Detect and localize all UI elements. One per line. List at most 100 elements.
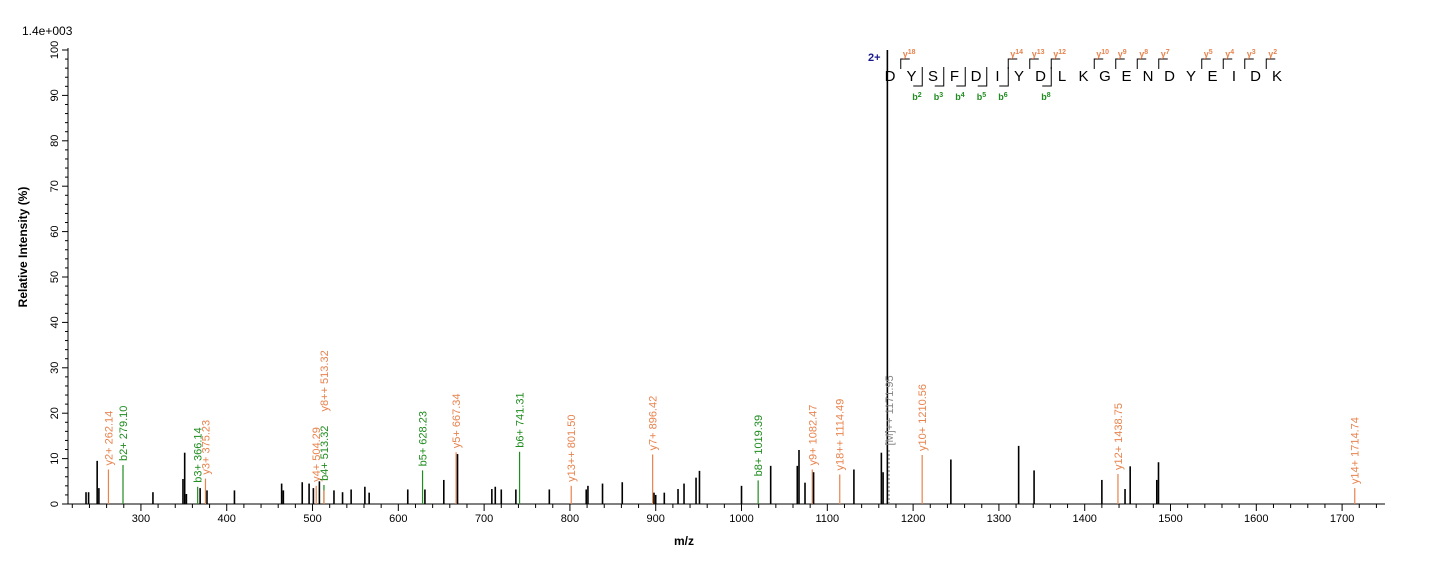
peak-label: y7+ 896.42 <box>648 396 660 451</box>
peak-label: y8++ 513.32 <box>319 350 331 411</box>
b-ion-number: 5 <box>982 92 986 99</box>
y-tick-label: 30 <box>49 362 61 374</box>
y-ion-marker: y14 <box>1010 49 1023 59</box>
b-ion-letter: b <box>955 92 961 102</box>
y-ion-number: 7 <box>1166 49 1170 56</box>
sequence-residue: D <box>1035 68 1046 85</box>
y-ion-bracket <box>1265 58 1276 69</box>
x-tick-label: 1400 <box>1072 513 1096 525</box>
y-ion-marker: y13 <box>1032 49 1045 59</box>
y-ion-letter: y <box>903 49 908 59</box>
b-ion-letter: b <box>977 92 983 102</box>
y-tick-label: 50 <box>49 271 61 283</box>
y-ion-bracket <box>1050 58 1061 69</box>
sequence-residue: E <box>1207 68 1217 85</box>
y-ion-bracket <box>1007 58 1018 69</box>
x-tick-label: 600 <box>389 513 407 525</box>
b-ion-letter: b <box>998 92 1004 102</box>
x-tick-label: 900 <box>647 513 665 525</box>
y-ion-marker: y12 <box>1053 49 1066 59</box>
y-axis: 0 10 20 30 40 50 60 70 80 90 100 <box>49 41 69 507</box>
b-ion-bracket <box>1042 67 1052 87</box>
peak-label: y3+ 375.23 <box>200 420 212 475</box>
y-ion-bracket <box>1158 58 1168 69</box>
sequence-residue: F <box>950 68 959 85</box>
x-tick-label: 1000 <box>729 513 753 525</box>
peak-label: y10+ 1210.56 <box>917 384 929 451</box>
x-tick-label: 1300 <box>987 513 1011 525</box>
peak-label: b2+ 279.10 <box>118 406 130 461</box>
sequence-residue: I <box>1232 68 1236 85</box>
y-ion-letter: y <box>1010 49 1015 59</box>
y-ion-bracket <box>1115 58 1125 69</box>
x-tick-label: 1100 <box>815 513 839 525</box>
peak-label: y4+ 504.29 <box>311 427 323 482</box>
y-ion-letter: y <box>1268 49 1273 59</box>
y-ion-letter: y <box>1053 49 1058 59</box>
peaks-layer <box>85 50 1356 504</box>
peak-label: b8+ 1019.39 <box>753 415 765 476</box>
x-tick-label: 1500 <box>1158 513 1182 525</box>
y-ion-marker: y8 <box>1139 49 1148 59</box>
y-ion-letter: y <box>1118 49 1123 59</box>
y-ion-number: 9 <box>1123 49 1127 56</box>
y-ion-marker: y2 <box>1268 49 1277 59</box>
y-ion-marker: y18 <box>903 49 916 59</box>
b-ion-bracket <box>999 67 1009 87</box>
b-ion-bracket <box>934 67 945 87</box>
y-tick-label: 90 <box>49 89 61 101</box>
x-tick-label: 500 <box>303 513 321 525</box>
y-ion-marker: y7 <box>1161 49 1170 59</box>
peak-label: y13++ 801.50 <box>566 415 578 482</box>
y-tick-label: 80 <box>49 135 61 147</box>
y-ion-bracket <box>1029 58 1039 69</box>
b-ion-number: 4 <box>961 92 965 99</box>
peak-label: b3+ 366.14 <box>193 427 205 482</box>
y-ion-letter: y <box>1032 49 1037 59</box>
sequence-residue: K <box>1078 68 1088 85</box>
peak-label: y9+ 1082.47 <box>807 405 819 466</box>
peak-label: y18++ 1114.49 <box>835 399 847 471</box>
y-tick-label: 0 <box>49 501 61 507</box>
y-ion-number: 12 <box>1058 49 1066 56</box>
sequence-residue: Y <box>1186 68 1196 85</box>
y-ion-letter: y <box>1204 49 1209 59</box>
y-ion-number: 3 <box>1252 49 1256 56</box>
charge-state-label: 2+ <box>868 52 881 64</box>
b-ion-marker: b6 <box>998 92 1008 102</box>
y-ion-number: 8 <box>1144 49 1148 56</box>
peak-label: b5+ 628.23 <box>418 411 430 466</box>
peak-label: [M]++ 1171.95 <box>884 375 896 445</box>
peak-label: b6+ 741.31 <box>515 392 527 447</box>
y-ion-letter: y <box>1139 49 1144 59</box>
y-ion-bracket <box>1201 58 1211 69</box>
y-ion-letter: y <box>1247 49 1252 59</box>
sequence-residue: D <box>1250 68 1261 85</box>
sequence-residue: E <box>1121 68 1131 85</box>
sequence-residue: D <box>1164 68 1175 85</box>
b-ion-number: 2 <box>918 92 922 99</box>
y-ion-number: 4 <box>1230 49 1234 56</box>
y-tick-label: 100 <box>49 41 61 59</box>
x-axis: 300 400 500 600 700 800 900 1000 1100 1200 1300 140… <box>68 503 1385 525</box>
b-ion-marker: b2 <box>912 92 922 102</box>
sequence-residue: D <box>971 68 982 85</box>
y-tick-label: 20 <box>49 407 61 419</box>
y-ion-bracket <box>1136 58 1147 69</box>
y-tick-label: 10 <box>49 452 61 464</box>
b-ion-marker: b3 <box>934 92 944 102</box>
sequence-residue: Y <box>1014 68 1024 85</box>
b-ion-number: 3 <box>939 92 943 99</box>
peak-label: y2+ 262.14 <box>103 411 115 466</box>
b-ion-letter: b <box>912 92 918 102</box>
sequence-residue: Y <box>906 68 916 85</box>
x-tick-label: 1200 <box>901 513 925 525</box>
x-tick-label: 1700 <box>1330 513 1354 525</box>
peak-label: y14+ 1714.74 <box>1350 417 1362 484</box>
b-ion-number: 6 <box>1004 92 1008 99</box>
y-ion-bracket <box>900 58 910 69</box>
sequence-residue: D <box>885 68 896 85</box>
